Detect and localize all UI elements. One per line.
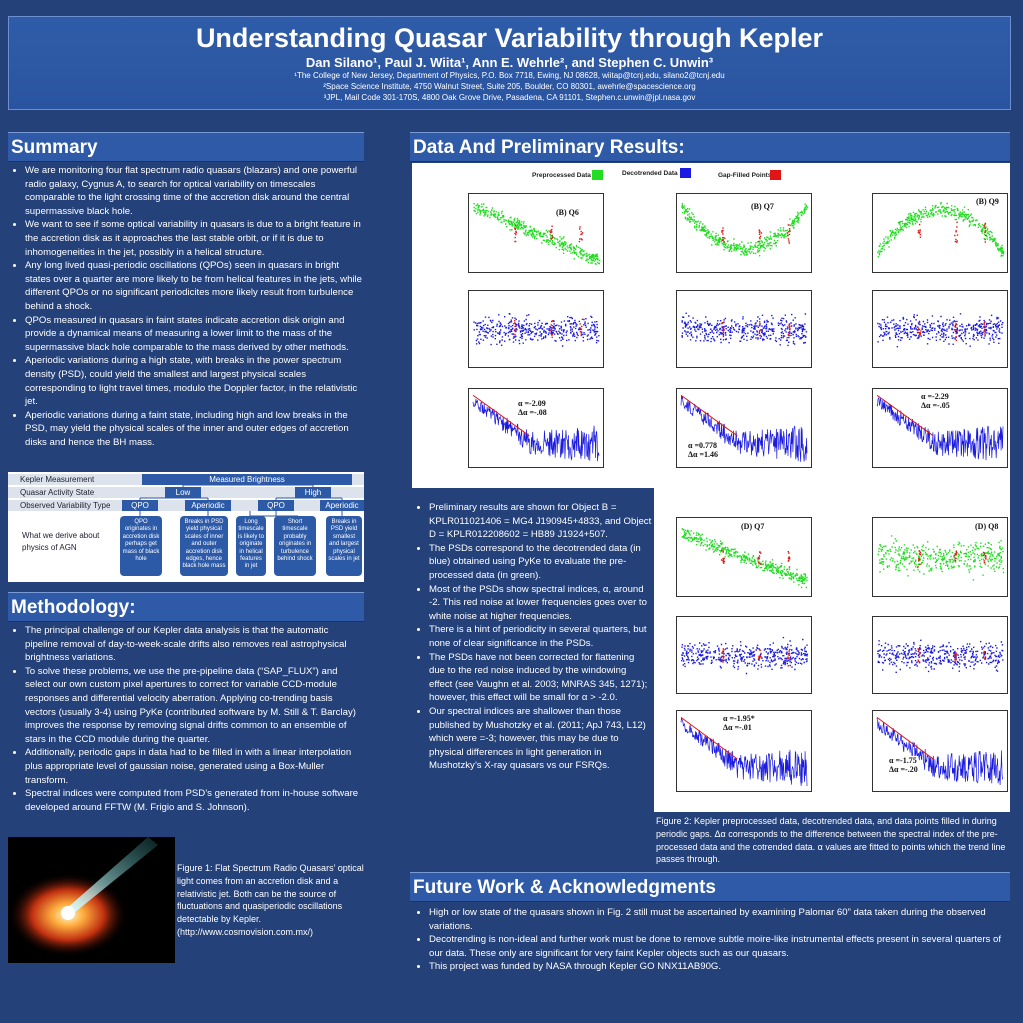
gap-filled-points bbox=[720, 550, 791, 568]
methodology-bullet: Additionally, periodic gaps in data had … bbox=[25, 746, 364, 787]
summary-bullet: Aperiodic variations during a faint stat… bbox=[25, 409, 364, 450]
scatter-points bbox=[681, 312, 808, 347]
scatter-points bbox=[681, 528, 808, 589]
author-list: Dan Silano¹, Paul J. Wiita¹, Ann E. Wehr… bbox=[305, 55, 714, 70]
plot-dq7-lc bbox=[676, 517, 812, 597]
figure1-caption: Figure 1: Flat Spectrum Radio Quasars’ o… bbox=[177, 863, 364, 937]
psd-curve bbox=[680, 395, 808, 462]
scatter-points bbox=[877, 535, 1005, 581]
low-state-chip: Low bbox=[165, 487, 201, 498]
results-bullet: Most of the PSDs show spectral indices, … bbox=[429, 583, 652, 624]
summary-bullet: Any long lived quasi-periodic oscillatio… bbox=[25, 259, 364, 313]
legend-red-swatch bbox=[770, 170, 781, 180]
summary-heading: Summary bbox=[8, 132, 364, 162]
legend-green-swatch bbox=[592, 170, 603, 180]
qpo-chip: QPO bbox=[258, 500, 294, 511]
plot-dq8-dt bbox=[872, 616, 1008, 694]
quasar-image bbox=[8, 837, 158, 957]
legend-preprocessed: Preprocessed Data bbox=[532, 172, 591, 179]
plot-bq6-dt bbox=[468, 290, 604, 368]
plot-bq9-lc bbox=[872, 193, 1008, 273]
fit-line bbox=[876, 716, 934, 760]
plot-label-bq7: (B) Q7 bbox=[751, 202, 774, 211]
psd-curve bbox=[680, 718, 808, 787]
scatter-points bbox=[681, 636, 809, 675]
plot-bq6-lc bbox=[468, 193, 604, 273]
plot-bq7-lc bbox=[676, 193, 812, 273]
derive-label: What we derive about physics of AGN bbox=[22, 531, 100, 552]
scatter-points bbox=[473, 203, 601, 265]
plot-dq8-lc bbox=[872, 517, 1008, 597]
affiliation-3: ³JPL, Mail Code 301-170S, 4800 Oak Grove… bbox=[323, 93, 696, 102]
variability-table: Kepler Measurement Quasar Activity State… bbox=[8, 472, 364, 582]
alpha-bq6: α =-2.09 Δα =-.08 bbox=[518, 399, 547, 417]
poster-title: Understanding Quasar Variability through… bbox=[195, 23, 824, 53]
aperiodic-chip: Aperiodic bbox=[320, 500, 364, 511]
fit-line bbox=[472, 394, 530, 437]
plot-bq7-dt bbox=[676, 290, 812, 368]
future-text: High or low state of the quasars shown i… bbox=[412, 906, 1010, 974]
psd-curve bbox=[876, 717, 1004, 786]
alpha-dq7: α =-1.95* Δα =-.01 bbox=[723, 714, 755, 732]
measured-brightness-chip: Measured Brightness bbox=[142, 474, 352, 485]
future-bullet: High or low state of the quasars shown i… bbox=[429, 906, 1010, 933]
alpha-bq7: α =0.778 Δα =1.46 bbox=[688, 441, 719, 459]
fit-line bbox=[876, 394, 934, 437]
plot-dq7-dt bbox=[676, 616, 812, 694]
scatter-points bbox=[877, 639, 1004, 673]
results-bullet: Preliminary results are shown for Object… bbox=[429, 501, 652, 542]
legend-gapfilled: Gap-Filled Points bbox=[718, 172, 772, 179]
affiliation-2: ²Space Science Institute, 4750 Walnut St… bbox=[323, 82, 696, 91]
legend-blue-swatch bbox=[680, 168, 691, 178]
aperiodic-chip: Aperiodic bbox=[185, 500, 231, 511]
scatter-points bbox=[877, 202, 1005, 258]
summary-bullet: We want to see if some optical variabili… bbox=[25, 218, 364, 259]
quasar-illustration bbox=[8, 837, 175, 963]
poster-header: Understanding Quasar Variability through… bbox=[8, 16, 1011, 110]
summary-bullet: We are monitoring four flat spectrum rad… bbox=[25, 164, 364, 218]
plot-label-bq6: (B) Q6 bbox=[556, 208, 579, 217]
qpo-disk-box: QPO originates in accretion disk perhaps… bbox=[120, 516, 162, 576]
fit-line bbox=[680, 394, 738, 437]
summary-text: We are monitoring four flat spectrum rad… bbox=[8, 164, 364, 449]
psd-curve bbox=[876, 397, 1004, 461]
alpha-bq9: α =-2.29 Δα =-.05 bbox=[921, 392, 950, 410]
aperiodic-disk-box: Breaks in PSD yield physical scales of i… bbox=[180, 516, 228, 576]
results-bullet: Our spectral indices are shallower than … bbox=[429, 705, 652, 773]
results-heading: Data And Preliminary Results: bbox=[410, 132, 1010, 162]
future-bullet: Decotrending is non-ideal and further wo… bbox=[429, 933, 1010, 960]
future-bullet: This project was funded by NASA through … bbox=[429, 960, 1010, 974]
results-text: Preliminary results are shown for Object… bbox=[412, 501, 652, 773]
summary-bullet: Aperiodic variations during a high state… bbox=[25, 354, 364, 408]
fit-line bbox=[680, 716, 738, 760]
methodology-bullet: To solve these problems, we use the pre-… bbox=[25, 665, 364, 747]
alpha-dq8: α =-1.75 Δα =-.20 bbox=[889, 756, 918, 774]
long-timescale-box: Long timescale is likely to originate in… bbox=[236, 516, 266, 576]
jet-scales-box: Breaks in PSD yield smallest and largest… bbox=[326, 516, 362, 576]
gap-filled-points bbox=[721, 224, 791, 244]
psd-curve bbox=[472, 398, 600, 462]
high-state-chip: High bbox=[295, 487, 331, 498]
figure2-caption: Figure 2: Kepler preprocessed data, deco… bbox=[656, 816, 1006, 865]
methodology-bullet: The principal challenge of our Kepler da… bbox=[25, 624, 364, 665]
future-heading: Future Work & Acknowledgments bbox=[410, 872, 1010, 902]
plot-bq9-dt bbox=[872, 290, 1008, 368]
legend-decotrended: Decotrended Data bbox=[622, 170, 678, 177]
methodology-bullet: Spectral indices were computed from PSD’… bbox=[25, 787, 364, 814]
plot-label-dq7: (D) Q7 bbox=[741, 522, 765, 531]
methodology-heading: Methodology: bbox=[8, 592, 364, 622]
scatter-points bbox=[473, 313, 600, 347]
results-bullet: The PSDs have not been corrected for fla… bbox=[429, 651, 652, 705]
short-timescale-box: Short timescale probably originates in t… bbox=[274, 516, 316, 576]
plot-label-dq8: (D) Q8 bbox=[975, 522, 999, 531]
methodology-text: The principal challenge of our Kepler da… bbox=[8, 624, 364, 814]
qpo-chip: QPO bbox=[122, 500, 158, 511]
plot-label-bq9: (B) Q9 bbox=[976, 197, 999, 206]
results-bullet: There is a hint of periodicity in severa… bbox=[429, 623, 652, 650]
summary-bullet: QPOs measured in quasars in faint states… bbox=[25, 314, 364, 355]
results-bullet: The PSDs correspond to the decotrended d… bbox=[429, 542, 652, 583]
scatter-points bbox=[681, 203, 809, 257]
affiliation-1: ¹The College of New Jersey, Department o… bbox=[294, 71, 725, 80]
plot-dq8-psd bbox=[872, 710, 1008, 792]
